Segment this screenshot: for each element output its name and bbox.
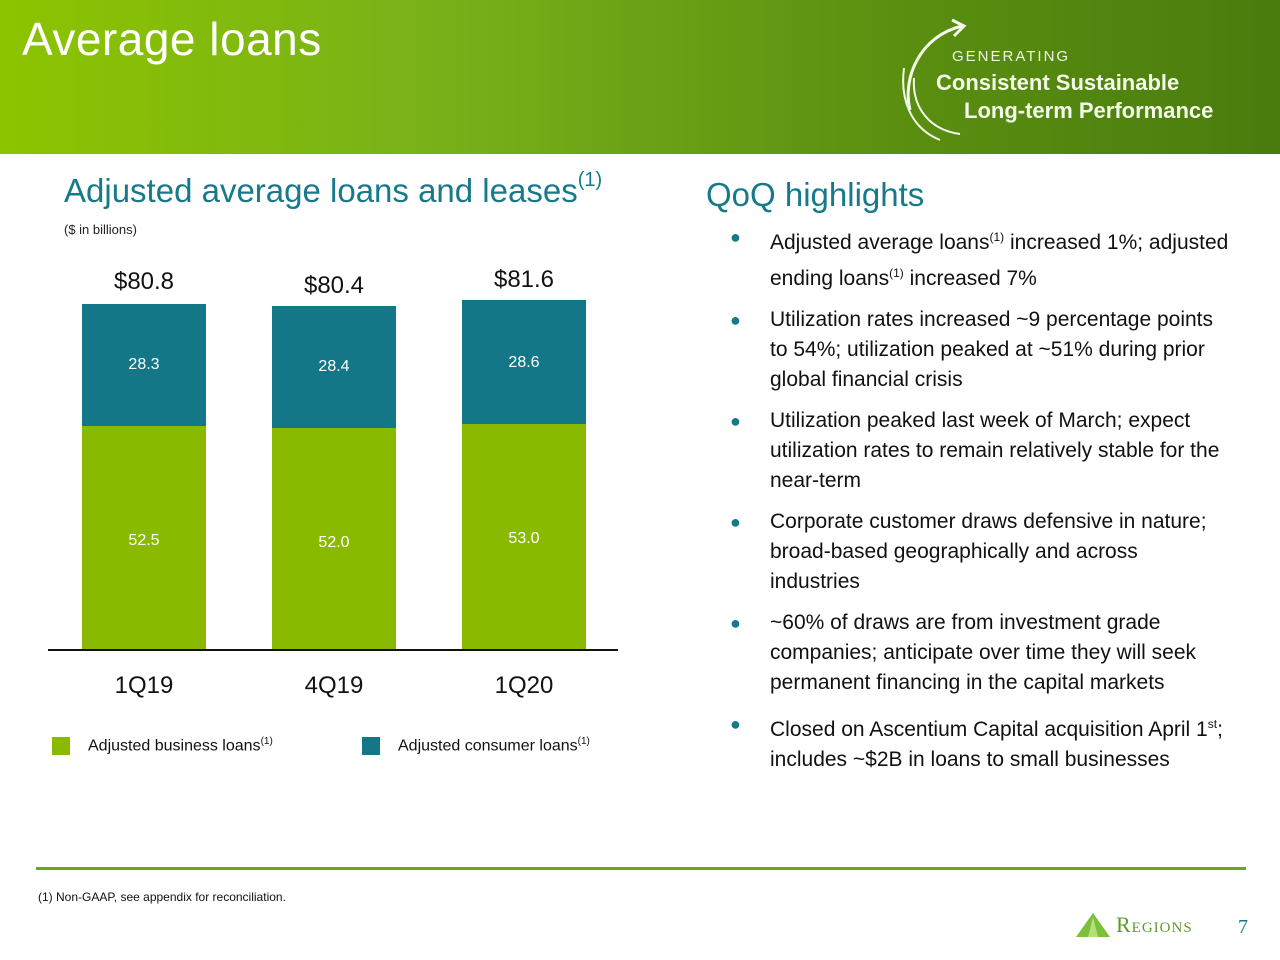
- bar-total-1q19: $80.8: [113, 268, 175, 295]
- regions-logo: Regions: [1076, 912, 1193, 938]
- page-number: 7: [1238, 916, 1248, 938]
- legend-label: Adjusted business loans(1): [88, 736, 273, 755]
- highlight-item: ● Utilization peaked last week of March;…: [730, 406, 1230, 496]
- bullet-icon: ●: [730, 512, 741, 532]
- page-title: Average loans: [22, 13, 322, 65]
- bullet-icon: ●: [730, 613, 741, 633]
- chart-title-text: Adjusted average loans and leases: [64, 172, 578, 209]
- highlight-item: ● Adjusted average loans(1) increased 1%…: [730, 222, 1230, 294]
- business-value: 52.5: [128, 532, 160, 549]
- highlight-item: ● Utilization rates increased ~9 percent…: [730, 305, 1230, 395]
- bullet-icon: ●: [730, 227, 741, 247]
- legend-consumer: Adjusted consumer loans(1): [362, 736, 590, 755]
- consumer-value: 28.3: [128, 356, 160, 373]
- highlight-item: ● Corporate customer draws defensive in …: [730, 507, 1230, 597]
- bar-1q19: 28.3 52.5: [82, 304, 206, 649]
- header-banner: Average loans GENERATING Consistent Sust…: [0, 0, 1280, 154]
- segment-consumer: [462, 300, 586, 424]
- chart-title: Adjusted average loans and leases(1): [64, 169, 603, 210]
- footer-divider: [36, 867, 1246, 870]
- legend-business: Adjusted business loans(1): [52, 736, 273, 755]
- category-label: 1Q20: [494, 672, 554, 699]
- bullet-icon: ●: [730, 411, 741, 431]
- bullet-icon: ●: [730, 714, 741, 734]
- business-value: 52.0: [318, 534, 350, 551]
- tagline-line1: Consistent Sustainable: [936, 70, 1180, 95]
- brand-name: Regions: [1116, 912, 1193, 937]
- consumer-value: 28.6: [508, 354, 540, 371]
- highlights-title: QoQ highlights: [706, 176, 925, 213]
- footnote: (1) Non-GAAP, see appendix for reconcili…: [38, 890, 286, 904]
- segment-business: [82, 426, 206, 649]
- bar-total-1q20: $81.6: [493, 266, 555, 293]
- highlights-list: ● Adjusted average loans(1) increased 1%…: [730, 222, 1230, 786]
- segment-consumer: [82, 304, 206, 426]
- x-axis-line: [48, 649, 618, 651]
- segment-business: [462, 424, 586, 649]
- bar-total-4q19: $80.4: [303, 272, 365, 299]
- legend-label: Adjusted consumer loans(1): [398, 736, 590, 755]
- segment-business: [272, 428, 396, 649]
- tagline-generating: GENERATING: [952, 48, 1071, 65]
- category-label: 4Q19: [304, 672, 364, 699]
- segment-consumer: [272, 306, 396, 428]
- highlight-item: ● ~60% of draws are from investment grad…: [730, 608, 1230, 698]
- bar-1q20: 28.6 53.0: [462, 300, 586, 649]
- consumer-value: 28.4: [318, 358, 350, 375]
- business-value: 53.0: [508, 530, 540, 547]
- tagline-logo: GENERATING Consistent Sustainable Long-t…: [900, 18, 1270, 141]
- footnote-marker: (1): [577, 169, 603, 191]
- regions-pyramid-icon: [1076, 913, 1110, 937]
- chart-units: ($ in billions): [64, 222, 137, 237]
- highlight-item: ● Closed on Ascentium Capital acquisitio…: [730, 709, 1230, 775]
- bullet-icon: ●: [730, 310, 741, 330]
- legend-swatch-business: [52, 736, 70, 755]
- tagline-line2: Long-term Performance: [964, 98, 1214, 123]
- category-label: 1Q19: [114, 672, 174, 699]
- bar-4q19: 28.4 52.0: [272, 306, 396, 649]
- arrow-arc-icon: [902, 18, 967, 141]
- legend-swatch-consumer: [362, 736, 380, 755]
